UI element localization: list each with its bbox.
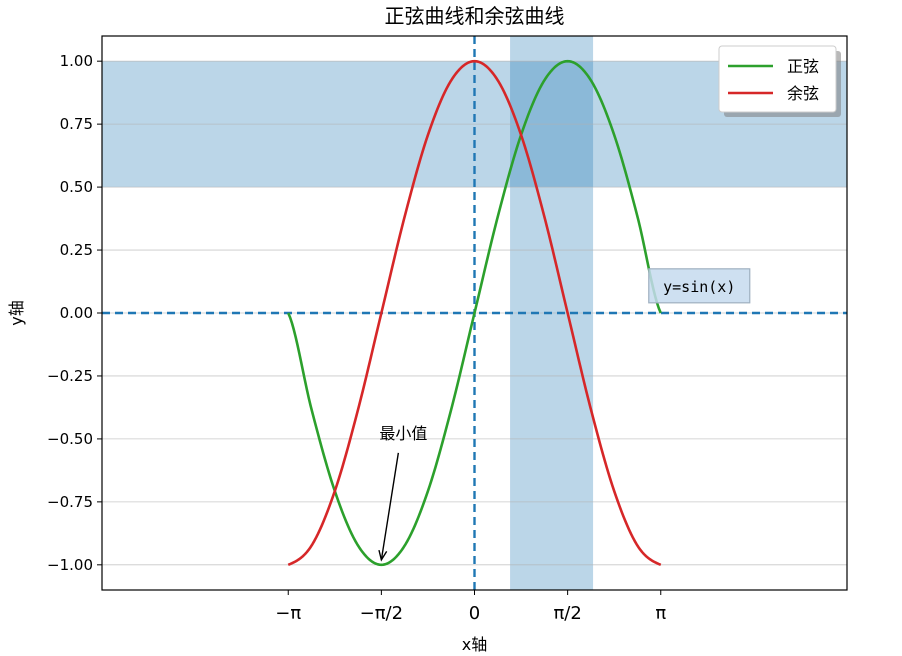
y-tick-label: 0.25 [60, 241, 93, 259]
y-tick-label: −0.50 [47, 430, 93, 448]
x-tick-label: π/2 [553, 603, 581, 624]
x-axis-label: x轴 [462, 635, 487, 654]
legend-label: 正弦 [787, 57, 819, 76]
annotation-label: 最小值 [379, 424, 427, 443]
series-line-cosine [287, 59, 662, 567]
legend-label: 余弦 [787, 84, 819, 103]
y-tick-label: 0.75 [60, 115, 93, 133]
y-tick-label: −0.25 [47, 367, 93, 385]
y-axis-label: y轴 [7, 300, 26, 325]
y-tick-label: −1.00 [47, 556, 93, 574]
x-tick-label: π [655, 603, 666, 624]
annotation-arrow-line [380, 452, 400, 560]
ticks-layer: 1.00 0.75 0.50 0.25 0.00 −0.25 −0.50 −0.75 −1.00… [47, 52, 666, 624]
y-tick-label: −0.75 [47, 493, 93, 511]
text-box-label: y=sin(x) [663, 278, 735, 296]
annotation-arrow-head [378, 549, 388, 562]
y-tick-label: 0.50 [60, 178, 93, 196]
chart-title: 正弦曲线和余弦曲线 [385, 4, 565, 28]
legend-box [718, 45, 837, 113]
series-line-sine [287, 59, 662, 567]
x-tick-label: −π/2 [360, 603, 403, 624]
series-layer [287, 59, 662, 567]
x-tick-label: 0 [469, 603, 480, 624]
y-tick-label: 0.00 [60, 304, 93, 322]
annotation-layer: 最小值 y=sin(x) [378, 268, 751, 562]
x-tick-label: −π [275, 603, 301, 624]
y-tick-label: 1.00 [60, 52, 93, 70]
text-box [648, 268, 751, 304]
